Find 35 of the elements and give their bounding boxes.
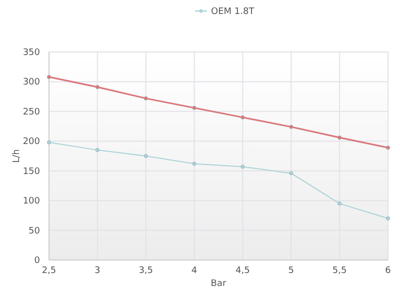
point	[386, 216, 390, 220]
y-tick-label: 300	[22, 78, 40, 88]
x-tick-label: 2,5	[42, 266, 56, 276]
point	[338, 202, 342, 206]
point	[386, 146, 390, 150]
y-tick-label: 150	[22, 166, 40, 177]
x-tick-label: 5	[288, 266, 294, 276]
x-tick-label: 6	[385, 266, 392, 276]
y-axis-title: L/h	[12, 149, 22, 163]
y-tick-label: 250	[22, 107, 40, 118]
y-tick-label: 350	[22, 48, 40, 58]
x-tick-label: 5,5	[332, 266, 347, 276]
point	[192, 162, 196, 166]
point	[144, 96, 148, 100]
point	[47, 140, 51, 144]
y-tick-label: 0	[34, 256, 40, 266]
x-tick-label: 3	[94, 266, 100, 276]
legend-label: OEM 1.8T	[211, 7, 255, 17]
x-axis-title: Bar	[210, 279, 226, 289]
x-tick-label: 3,5	[138, 266, 154, 276]
point	[47, 74, 51, 79]
point	[240, 115, 245, 120]
y-tick-label: 100	[22, 196, 40, 207]
point	[338, 136, 342, 140]
y-tick-label: 200	[22, 137, 40, 148]
point	[240, 164, 245, 169]
point	[289, 171, 294, 176]
point	[144, 154, 148, 158]
y-tick-label: 50	[28, 226, 40, 236]
point	[289, 124, 294, 129]
point	[192, 106, 196, 110]
x-tick-label: 4	[191, 266, 198, 276]
point	[95, 148, 100, 152]
point	[95, 85, 100, 90]
x-tick-label: 4,5	[236, 266, 250, 276]
